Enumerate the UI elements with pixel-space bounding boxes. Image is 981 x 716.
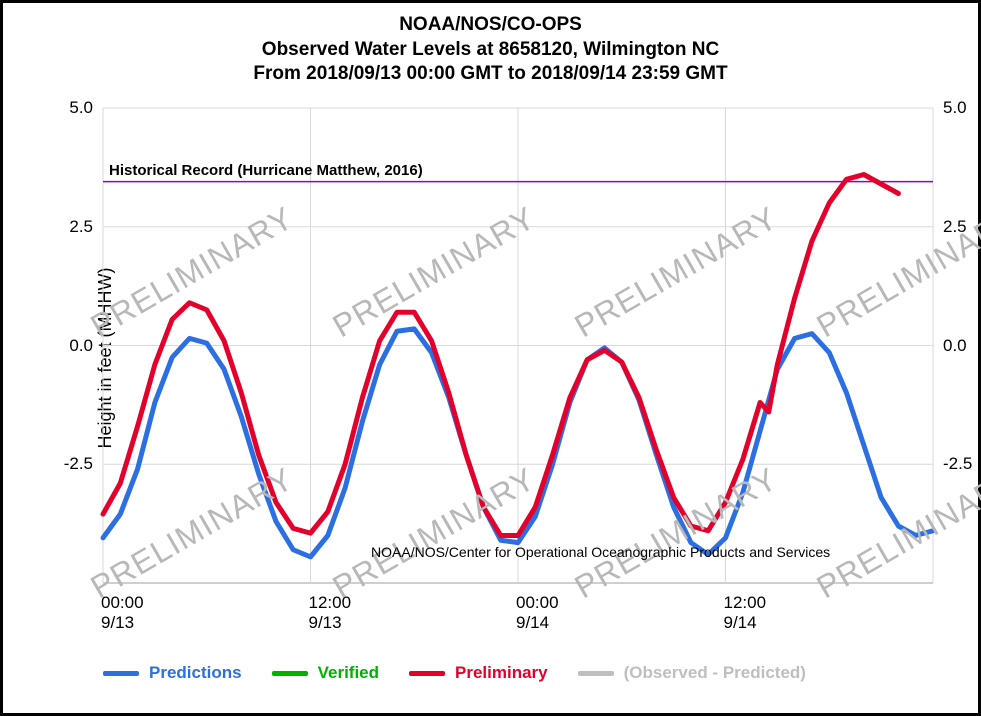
- legend-swatch: [272, 671, 308, 676]
- x-tick-label: 12:009/14: [724, 593, 767, 633]
- chart-title: NOAA/NOS/CO-OPS Observed Water Levels at…: [3, 13, 978, 87]
- x-tick-label: 12:009/13: [309, 593, 352, 633]
- y-tick-label-right: 5.0: [943, 98, 981, 118]
- legend-label: (Observed - Predicted): [624, 663, 806, 683]
- legend-item-preliminary: Preliminary: [409, 663, 548, 683]
- legend-item-verified: Verified: [272, 663, 379, 683]
- y-tick-label-left: 5.0: [53, 98, 93, 118]
- legend-label: Verified: [318, 663, 379, 683]
- chart-frame: NOAA/NOS/CO-OPS Observed Water Levels at…: [0, 0, 981, 716]
- y-tick-label-right: -2.5: [943, 454, 981, 474]
- legend-swatch: [409, 671, 445, 676]
- legend-label: Predictions: [149, 663, 242, 683]
- y-tick-label-left: -2.5: [53, 454, 93, 474]
- x-tick-label: 00:009/13: [101, 593, 144, 633]
- attribution-text: NOAA/NOS/Center for Operational Oceanogr…: [371, 544, 830, 560]
- y-tick-label-left: 0.0: [53, 336, 93, 356]
- legend-item-predictions: Predictions: [103, 663, 242, 683]
- y-tick-label-right: 0.0: [943, 336, 981, 356]
- legend-swatch: [103, 671, 139, 676]
- legend-swatch: [578, 671, 614, 676]
- plot-svg: [103, 108, 933, 583]
- title-line-1: NOAA/NOS/CO-OPS: [3, 13, 978, 38]
- title-line-3: From 2018/09/13 00:00 GMT to 2018/09/14 …: [3, 62, 978, 87]
- y-tick-label-left: 2.5: [53, 217, 93, 237]
- title-line-2: Observed Water Levels at 8658120, Wilmin…: [3, 38, 978, 63]
- legend-item-obs_minus_pred: (Observed - Predicted): [578, 663, 806, 683]
- historical-record-label: Historical Record (Hurricane Matthew, 20…: [109, 162, 423, 179]
- plot-area: -2.5-2.50.00.02.52.55.05.000:009/1312:00…: [103, 108, 933, 583]
- y-tick-label-right: 2.5: [943, 217, 981, 237]
- legend-label: Preliminary: [455, 663, 548, 683]
- x-tick-label: 00:009/14: [516, 593, 559, 633]
- legend: Predictions Verified Preliminary (Observed …: [103, 663, 928, 683]
